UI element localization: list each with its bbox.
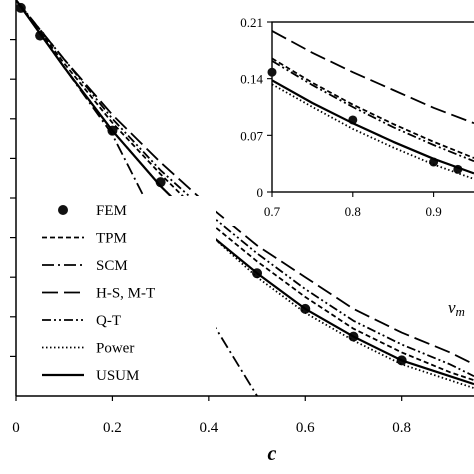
x-tick-label: 0.6: [296, 420, 315, 436]
x-tick-label: 0.8: [392, 420, 411, 436]
legend-label: SCM: [96, 258, 128, 274]
main-plot: 0 0.2 0.4 0.6 0.8: [10, 0, 474, 436]
legend-background: [36, 196, 216, 394]
inset-y-tick-label: 0: [257, 185, 264, 200]
legend-label: TPM: [96, 231, 127, 247]
x-tick-label: 0.4: [199, 420, 218, 436]
legend-label: USUM: [96, 368, 139, 384]
inset-plot: 0 0.07 0.14 0.21 0.7 0.8 0.9: [228, 8, 474, 226]
x-tick-label: 0: [12, 420, 20, 436]
legend-item: TPM: [42, 231, 127, 247]
data-point-fem: [267, 67, 277, 77]
series-line-tpm: [16, 0, 474, 382]
series-line-q-t: [271, 60, 474, 163]
legend-item: USUM: [42, 368, 139, 384]
inset-y-tick-label: 0.07: [240, 128, 263, 143]
legend-label: Q-T: [96, 313, 121, 329]
legend: FEM TPM SCM H-S, M-T Q-T Power USUM: [36, 196, 216, 394]
side-label-subscript: m: [456, 304, 465, 319]
inset-y-tick-label: 0.14: [240, 72, 263, 87]
series-line-power: [16, 0, 474, 389]
inset-frame: [271, 21, 474, 193]
series-line-tpm: [271, 57, 474, 159]
legend-label: FEM: [96, 203, 127, 219]
series-line-usum: [16, 0, 474, 386]
x-tick-label: 0.2: [103, 420, 122, 436]
series-line-usum: [271, 79, 474, 175]
side-label-v: vm: [448, 298, 465, 319]
x-axis-title: c: [268, 443, 277, 465]
legend-marker: [58, 205, 68, 215]
legend-item: H-S, M-T: [42, 286, 155, 302]
inset-x-tick-label: 0.9: [425, 204, 441, 219]
legend-item: Power: [42, 341, 134, 357]
inset-x-tick-label: 0.7: [264, 204, 281, 219]
inset-x-tick-label: 0.8: [345, 204, 361, 219]
legend-label: Power: [96, 341, 134, 357]
legend-item: FEM: [58, 203, 127, 219]
series-line-h-s-m-t: [16, 0, 474, 366]
inset-y-tick-label: 0.21: [240, 15, 263, 30]
series-line-h-s-m-t: [271, 30, 474, 125]
legend-item: Q-T: [42, 313, 121, 329]
legend-item: SCM: [42, 258, 128, 274]
legend-label: H-S, M-T: [96, 286, 155, 302]
series-line-q-t: [16, 0, 474, 378]
